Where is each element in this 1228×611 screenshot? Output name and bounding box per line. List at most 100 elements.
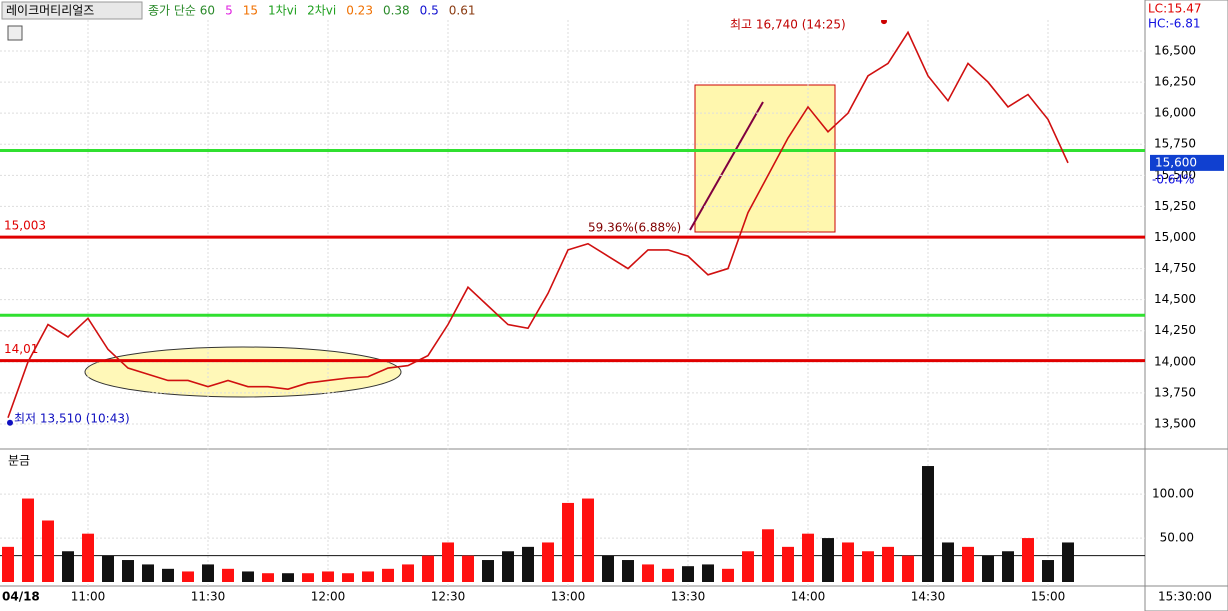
volume-bar xyxy=(1042,560,1054,582)
volume-bar xyxy=(742,551,754,582)
y-tick-label: 100.00 xyxy=(1152,487,1194,501)
volume-bar xyxy=(42,520,54,582)
volume-bar xyxy=(1022,538,1034,582)
volume-bar xyxy=(962,546,974,582)
volume-title: 분금 xyxy=(8,454,30,468)
table-icon[interactable] xyxy=(7,25,23,41)
x-tick-label: 12:00 xyxy=(311,590,346,604)
x-tick-label: 12:30 xyxy=(431,590,466,604)
x-tick-label: 14:30 xyxy=(911,590,946,604)
change-label: -0.64% xyxy=(1152,173,1194,187)
volume-bar xyxy=(762,529,774,582)
hc-label: HC:-6.81 xyxy=(1148,17,1201,31)
volume-bar xyxy=(282,573,294,582)
volume-bar xyxy=(562,502,574,582)
high-label: 최고 16,740 (14:25) xyxy=(730,18,846,32)
x-tick-label: 13:30 xyxy=(671,590,706,604)
volume-bar xyxy=(942,542,954,582)
legend-item[interactable]: 1차vi xyxy=(268,4,297,18)
legend-item[interactable]: 15 xyxy=(243,4,258,18)
volume-bar xyxy=(922,466,934,582)
grid: 13,500 13,750 14,000 14,250 14,500 14,750 15,0… xyxy=(0,20,1196,604)
legend-item[interactable]: 0.38 xyxy=(383,4,410,18)
move-label: 59.36%(6.88%) xyxy=(588,221,681,235)
legend-item[interactable]: 종가 단순 60 xyxy=(148,4,215,18)
stock-name-box xyxy=(1,1,143,20)
last-price-label: 15,600 xyxy=(1155,155,1197,169)
x-tick-label: 11:30 xyxy=(191,590,226,604)
last-price-box xyxy=(1150,154,1224,171)
y-tick-label: 14,000 xyxy=(1154,354,1196,368)
last-time-label: 15:30:00 xyxy=(1158,590,1212,604)
volume-bar xyxy=(302,573,314,582)
volume-bar xyxy=(542,542,554,582)
volume-bar xyxy=(362,571,374,582)
volume-bar xyxy=(522,546,534,582)
y-tick-label: 16,250 xyxy=(1154,75,1196,89)
volume-bar xyxy=(122,560,134,582)
legend-item[interactable]: 0.5 xyxy=(420,4,439,18)
stock-name[interactable]: 레이크머티리얼즈 xyxy=(6,4,94,18)
header-bar xyxy=(0,0,1140,20)
volume-bar xyxy=(602,555,614,582)
y-tick-label: 15,000 xyxy=(1154,230,1196,244)
y-tick-label: 50.00 xyxy=(1160,531,1194,545)
low-marker xyxy=(7,419,13,426)
legend-item[interactable]: 0.61 xyxy=(449,4,476,18)
volume-bar xyxy=(342,573,354,582)
volume-bar xyxy=(242,571,254,582)
volume-bar xyxy=(1002,551,1014,582)
volume-bar xyxy=(802,533,814,582)
y-tick-label: 15,250 xyxy=(1154,199,1196,213)
volume-bar xyxy=(822,538,834,582)
volume-bar xyxy=(22,498,34,582)
y-tick-label: 14,250 xyxy=(1154,323,1196,337)
legend-item[interactable]: 0.23 xyxy=(346,4,373,18)
x-tick-label: 14:00 xyxy=(791,590,826,604)
y-tick-label: 16,500 xyxy=(1154,43,1196,57)
volume-bar xyxy=(462,555,474,582)
axis-panel xyxy=(1144,0,1228,611)
plot: 15,003 14,01 15,600 xyxy=(0,18,1224,582)
volume-bar xyxy=(162,568,174,582)
x-tick-label: 11:00 xyxy=(71,590,106,604)
volume-bar xyxy=(202,564,214,582)
low-label: 최저 13,510 (10:43) xyxy=(14,412,130,426)
lc-label: LC:15.47 xyxy=(1148,2,1201,16)
volume-bar xyxy=(982,555,994,582)
reference-label: 15,003 xyxy=(4,219,46,233)
legend-item[interactable]: 5 xyxy=(225,4,233,18)
x-tick-label: 15:00 xyxy=(1031,590,1066,604)
price-line xyxy=(7,30,1069,419)
reference-label: 14,01 xyxy=(4,342,38,356)
volume-bar xyxy=(682,566,694,582)
y-tick-label: 13,750 xyxy=(1154,385,1196,399)
y-tick-label: 16,000 xyxy=(1154,106,1196,120)
y-tick-label: 15,750 xyxy=(1154,137,1196,151)
volume-bar xyxy=(2,546,14,582)
volume-bar xyxy=(262,573,274,582)
volume-bar xyxy=(142,564,154,582)
legend-item[interactable]: 2차vi xyxy=(307,4,336,18)
volume-bar xyxy=(62,551,74,582)
volume-bar xyxy=(422,555,434,582)
volume-bar xyxy=(182,571,194,582)
volume-bar xyxy=(622,560,634,582)
volume-bar xyxy=(102,555,114,582)
volume-bar xyxy=(222,568,234,582)
highlight-ellipse xyxy=(84,346,402,398)
highlight-box xyxy=(694,84,836,233)
volume-bar xyxy=(402,564,414,582)
volume-bar xyxy=(902,555,914,582)
volume-bar xyxy=(882,546,894,582)
volume-bar xyxy=(722,568,734,582)
x-tick-label: 13:00 xyxy=(551,590,586,604)
y-tick-label: 13,500 xyxy=(1154,416,1196,430)
volume-bar xyxy=(322,571,334,582)
volume-bar xyxy=(862,551,874,582)
volume-bar xyxy=(1062,542,1074,582)
volume-bar xyxy=(82,533,94,582)
y-tick-label: 15,500 xyxy=(1154,168,1196,182)
